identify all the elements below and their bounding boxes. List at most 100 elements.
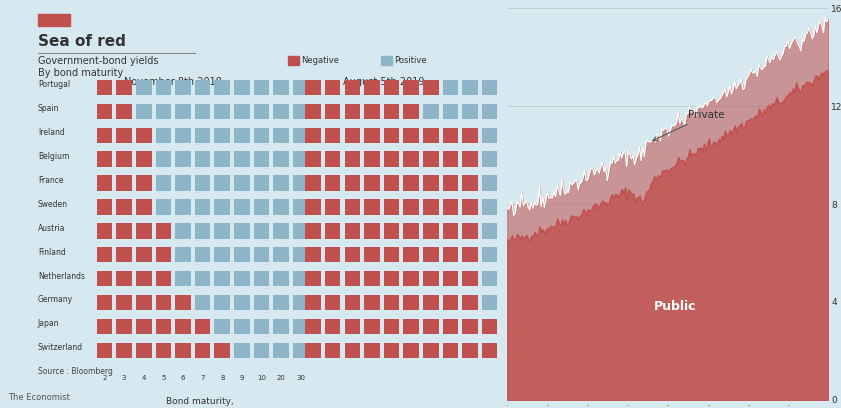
Bar — [325, 295, 341, 310]
Bar — [156, 151, 172, 167]
Bar — [293, 175, 309, 191]
Bar — [305, 128, 320, 143]
Text: 8: 8 — [220, 375, 225, 381]
Bar — [345, 319, 360, 334]
Text: 20: 20 — [277, 375, 286, 381]
Bar — [482, 343, 498, 358]
Bar — [156, 128, 172, 143]
Bar — [364, 175, 379, 191]
Bar — [288, 56, 299, 65]
Bar — [305, 247, 320, 262]
Bar — [254, 199, 269, 215]
Bar — [214, 175, 230, 191]
Bar — [116, 343, 132, 358]
Bar — [325, 199, 341, 215]
Text: Japan: Japan — [38, 319, 60, 328]
Bar — [381, 56, 392, 65]
Bar — [325, 151, 341, 167]
Bar — [175, 319, 191, 334]
Bar — [273, 104, 289, 119]
Bar — [136, 104, 151, 119]
Bar — [305, 104, 320, 119]
Bar — [116, 80, 132, 95]
Bar — [364, 247, 379, 262]
Bar — [97, 104, 113, 119]
Bar — [404, 175, 419, 191]
Text: 5: 5 — [161, 375, 166, 381]
Bar — [463, 151, 478, 167]
Text: Sea of red: Sea of red — [38, 33, 125, 49]
Bar — [254, 104, 269, 119]
Bar — [501, 175, 517, 191]
Bar — [364, 343, 379, 358]
Bar — [501, 295, 517, 310]
Bar — [383, 295, 399, 310]
Bar — [345, 223, 360, 239]
Bar — [501, 247, 517, 262]
Bar — [364, 104, 379, 119]
Bar — [482, 247, 498, 262]
Text: 4: 4 — [141, 375, 146, 381]
Bar — [234, 295, 250, 310]
Text: Ireland: Ireland — [38, 128, 65, 137]
Bar — [234, 151, 250, 167]
Bar — [345, 247, 360, 262]
Bar — [97, 151, 113, 167]
Bar — [195, 295, 210, 310]
Bar — [175, 247, 191, 262]
Bar — [156, 199, 172, 215]
Bar — [136, 295, 151, 310]
Bar — [136, 319, 151, 334]
Bar — [136, 223, 151, 239]
Bar — [175, 295, 191, 310]
Bar — [195, 175, 210, 191]
Bar — [423, 128, 439, 143]
Bar — [404, 128, 419, 143]
Bar — [136, 343, 151, 358]
Bar — [442, 247, 458, 262]
Bar — [195, 80, 210, 95]
Bar — [463, 247, 478, 262]
Bar — [97, 319, 113, 334]
Bar — [383, 104, 399, 119]
Bar — [482, 223, 498, 239]
Bar — [325, 104, 341, 119]
Bar — [404, 271, 419, 286]
Bar — [364, 223, 379, 239]
Text: 3: 3 — [122, 375, 126, 381]
Bar — [325, 223, 341, 239]
Bar — [345, 104, 360, 119]
Bar — [234, 223, 250, 239]
Bar — [442, 175, 458, 191]
Bar — [383, 223, 399, 239]
Text: Austria: Austria — [38, 224, 66, 233]
Bar — [383, 271, 399, 286]
Bar — [195, 151, 210, 167]
Bar — [423, 295, 439, 310]
Bar — [175, 175, 191, 191]
Bar — [325, 247, 341, 262]
Bar — [442, 343, 458, 358]
Bar — [175, 199, 191, 215]
Bar — [97, 295, 113, 310]
Bar — [482, 199, 498, 215]
Bar — [273, 343, 289, 358]
Bar — [136, 151, 151, 167]
Bar — [195, 247, 210, 262]
Text: 6: 6 — [181, 375, 185, 381]
Bar — [156, 80, 172, 95]
Bar — [234, 343, 250, 358]
Bar — [136, 80, 151, 95]
Bar — [293, 80, 309, 95]
Bar — [116, 247, 132, 262]
Bar — [383, 80, 399, 95]
Bar — [305, 295, 320, 310]
Bar — [273, 319, 289, 334]
Bar — [97, 128, 113, 143]
Bar — [254, 223, 269, 239]
Bar — [423, 80, 439, 95]
Bar — [234, 80, 250, 95]
Bar — [116, 175, 132, 191]
Bar — [345, 175, 360, 191]
Bar — [423, 343, 439, 358]
